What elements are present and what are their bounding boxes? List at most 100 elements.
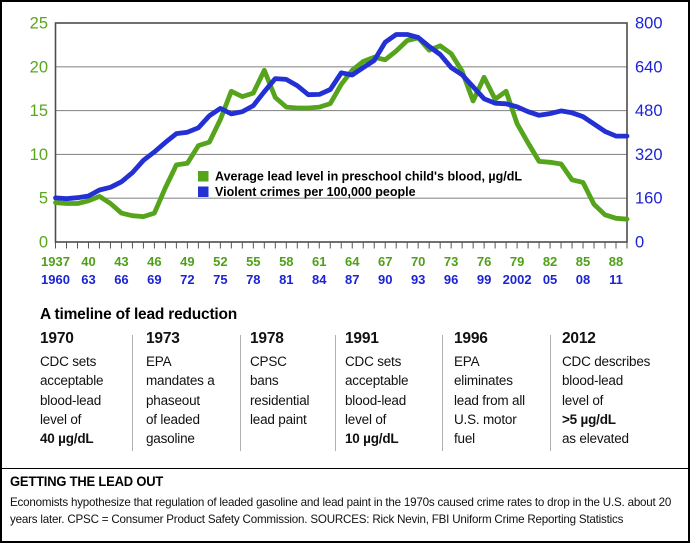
x-axis-lead-year-label: 49 bbox=[180, 254, 194, 269]
x-axis-lead-year-label: 88 bbox=[609, 254, 623, 269]
plot-border bbox=[54, 22, 628, 243]
timeline-text-line: as elevated bbox=[562, 431, 629, 447]
y-axis-left-label: 25 bbox=[30, 15, 48, 33]
timeline-text-line: gasoline bbox=[146, 431, 195, 447]
timeline-column-divider bbox=[132, 335, 133, 451]
x-axis-lead-year-label: 85 bbox=[576, 254, 590, 269]
timeline-text-line: residential bbox=[250, 392, 310, 408]
lead-crime-chart: 25 20 15 10 5 0 800 640 480 320 160 0 1937 40 43 46 49 52… bbox=[30, 15, 663, 288]
x-axis-crime-year-label: 08 bbox=[576, 272, 590, 287]
x-axis-lead-year-label: 58 bbox=[279, 254, 293, 269]
timeline-text-line: acceptable bbox=[40, 373, 104, 389]
timeline-entry-1996: 1996 EPA eliminates lead from all U.S. motor… bbox=[454, 330, 554, 448]
y-axis-right-label: 800 bbox=[635, 15, 663, 33]
x-axis-crime-year-label: 84 bbox=[312, 272, 327, 287]
timeline-text-line: CDC describes bbox=[562, 354, 651, 369]
timeline-text-line: 10 µg/dL bbox=[345, 431, 399, 447]
x-axis-crime-year-label: 69 bbox=[147, 272, 161, 287]
timeline-text-line: EPA bbox=[454, 354, 480, 369]
timeline-text-line: CDC sets bbox=[345, 354, 402, 369]
x-axis-lead-year-label: 46 bbox=[147, 254, 161, 269]
x-axis-lead-year-label: 55 bbox=[246, 254, 260, 269]
x-axis-crime-year-label: 90 bbox=[378, 272, 392, 287]
timeline-entry-2012: 2012 CDC describes blood-lead level of >5 µg… bbox=[562, 330, 662, 448]
timeline-text-line: blood-lead bbox=[562, 373, 624, 389]
timeline-entry-1973: 1973 EPA mandates a phaseout of leaded gasoli… bbox=[146, 330, 246, 448]
y-axis-left-label: 15 bbox=[30, 102, 48, 120]
footer-heading: GETTING THE LEAD OUT bbox=[10, 474, 164, 489]
lead-series-line bbox=[53, 35, 630, 222]
y-axis-left-label: 10 bbox=[30, 146, 48, 164]
x-axis-crime-year-label: 96 bbox=[444, 272, 458, 287]
timeline-year: 1978 bbox=[250, 330, 284, 347]
crime-series-line bbox=[53, 32, 630, 202]
timeline-column-divider bbox=[550, 335, 551, 451]
legend-label: Average lead level in preschool child's … bbox=[215, 170, 522, 184]
footer-caption: Economists hypothesize that regulation o… bbox=[10, 496, 672, 527]
timeline-text-line: EPA bbox=[146, 354, 172, 369]
x-axis-crime-year-label: 93 bbox=[411, 272, 425, 287]
timeline-text-line: bans bbox=[250, 373, 279, 389]
timeline-heading: A timeline of lead reduction bbox=[40, 306, 238, 323]
timeline-entry-1991: 1991 CDC sets acceptable blood-lead level of… bbox=[345, 330, 445, 448]
y-axis-right-label: 0 bbox=[635, 234, 644, 252]
timeline-text-line: CDC sets bbox=[40, 354, 97, 369]
timeline-text-line: of leaded bbox=[146, 411, 200, 427]
timeline-column-divider bbox=[240, 335, 241, 451]
x-axis-lead-year-label: 61 bbox=[312, 254, 326, 269]
timeline-text-line: level of bbox=[345, 411, 387, 427]
x-axis-crime-year-label: 63 bbox=[81, 272, 95, 287]
x-axis-crime-year-label: 87 bbox=[345, 272, 359, 287]
x-axis-lead-year-label: 76 bbox=[477, 254, 491, 269]
y-axis-left-label: 0 bbox=[39, 234, 48, 252]
x-axis-crime-year-label: 05 bbox=[543, 272, 557, 287]
legend-label: Violent crimes per 100,000 people bbox=[215, 185, 416, 199]
x-axis-crime-year-label: 75 bbox=[213, 272, 227, 287]
timeline-text-line: 40 µg/dL bbox=[40, 431, 94, 447]
timeline-year: 1991 bbox=[345, 330, 379, 347]
x-axis-lead-year-label: 52 bbox=[213, 254, 227, 269]
timeline-year: 1970 bbox=[40, 330, 74, 347]
timeline-text-line: fuel bbox=[454, 431, 475, 447]
timeline-text-line: eliminates bbox=[454, 373, 513, 389]
x-axis-crime-year-label: 2002 bbox=[503, 272, 532, 287]
timeline-text-line: lead paint bbox=[250, 411, 307, 427]
y-axis-left-label: 20 bbox=[30, 58, 48, 76]
timeline-entry-1978: 1978 CPSC bans residential lead paint bbox=[250, 330, 350, 429]
timeline-text-line: lead from all bbox=[454, 392, 525, 408]
y-axis-right-label: 480 bbox=[635, 102, 663, 120]
timeline-text-line: blood-lead bbox=[40, 392, 102, 408]
x-axis-lead-year-label: 40 bbox=[81, 254, 95, 269]
x-axis-lead-year-label: 79 bbox=[510, 254, 524, 269]
x-axis-lead-year-label: 73 bbox=[444, 254, 458, 269]
x-axis-lead-year-label: 43 bbox=[114, 254, 128, 269]
y-axis-left-label: 5 bbox=[39, 190, 48, 208]
legend-swatch-crime bbox=[198, 186, 209, 197]
y-axis-right-label: 320 bbox=[635, 146, 663, 164]
timeline-text-line: acceptable bbox=[345, 373, 409, 389]
y-axis-right-label: 640 bbox=[635, 58, 663, 76]
x-axis-crime-year-label: 99 bbox=[477, 272, 491, 287]
timeline-text-line: CPSC bbox=[250, 354, 287, 369]
timeline-text-line: blood-lead bbox=[345, 392, 407, 408]
x-axis-crime-year-label: 11 bbox=[609, 272, 623, 287]
x-axis-crime-year-label: 72 bbox=[180, 272, 194, 287]
x-axis-crime-year-label: 81 bbox=[279, 272, 293, 287]
timeline-entry-1970: 1970 CDC sets acceptable blood-lead level of… bbox=[40, 330, 140, 448]
y-axis-right-label: 160 bbox=[635, 190, 663, 208]
x-axis-lead-year-label: 64 bbox=[345, 254, 360, 269]
timeline-year: 1996 bbox=[454, 330, 488, 347]
legend-swatch-lead bbox=[198, 171, 209, 182]
footer-divider bbox=[2, 468, 688, 469]
timeline-text-line: level of bbox=[40, 411, 82, 427]
timeline-text-line: level of bbox=[562, 392, 604, 408]
x-axis-lead-year-label: 1937 bbox=[41, 254, 70, 269]
timeline-column-divider bbox=[335, 335, 336, 451]
x-axis-crime-year-label: 1960 bbox=[41, 272, 70, 287]
timeline-year: 1973 bbox=[146, 330, 180, 347]
timeline-column-divider bbox=[442, 335, 443, 451]
timeline-text-line: U.S. motor bbox=[454, 411, 517, 427]
x-axis-crime-year-label: 66 bbox=[114, 272, 128, 287]
x-axis-lead-year-label: 67 bbox=[378, 254, 392, 269]
